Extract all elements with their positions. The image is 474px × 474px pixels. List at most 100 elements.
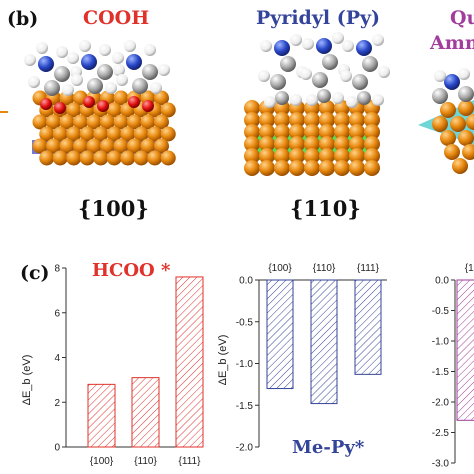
cu-atom	[289, 160, 305, 176]
cu-atom	[244, 136, 260, 152]
bar-3	[175, 276, 204, 448]
nitrogen-atom	[38, 56, 54, 72]
hydrogen-atom	[113, 64, 125, 76]
cu-atom	[127, 138, 142, 154]
chart-1: 0 2 4 6 8 ΔE_b (eV) {100} {110} {111}	[21, 264, 204, 467]
cu-atom	[452, 158, 468, 174]
cu-atom	[113, 114, 129, 130]
hydrogen-atom	[36, 42, 48, 54]
bar-1	[456, 279, 474, 421]
y-tick-label: -0.5	[236, 317, 254, 328]
cu-atom	[334, 136, 350, 152]
cu-atom	[79, 126, 95, 142]
category-label: {111}	[357, 263, 380, 274]
hydrogen-atom	[340, 70, 352, 82]
cu-atom	[450, 116, 466, 132]
y-tick-label: 0.0	[435, 276, 449, 287]
cu-atom	[73, 138, 88, 154]
cu-atom	[244, 112, 260, 128]
cu-atom	[364, 148, 380, 164]
cu-atom	[304, 112, 320, 128]
cu-atom	[127, 114, 142, 130]
cu-atom	[440, 102, 456, 118]
carbon-atom	[97, 64, 113, 80]
cu-atom	[334, 112, 350, 128]
hydrogen-atom	[124, 40, 136, 52]
cu-atom	[147, 126, 163, 142]
carbon-atom	[357, 91, 371, 105]
carbon-atom	[54, 66, 70, 82]
facet-label-100: {100}	[78, 196, 149, 221]
y-tick-label: -0.5	[432, 306, 450, 317]
nitrogen-atom	[274, 40, 290, 56]
hydrogen-atom	[332, 92, 344, 104]
y-tick-label: -1.5	[236, 401, 254, 412]
hydrogen-atom	[24, 54, 36, 66]
chart-3: 0.0 -0.5 -1.0 -1.5 -2.0 -2.5 -3.0 {10	[432, 263, 474, 470]
panel-c-label: (c)	[20, 262, 50, 284]
bar-2	[131, 377, 160, 448]
bar-1	[266, 279, 294, 390]
cu-atom	[52, 126, 68, 142]
cu-atom	[462, 144, 474, 160]
carbon-atom	[270, 74, 286, 90]
oxygen-atom	[128, 96, 140, 108]
hydrogen-atom	[28, 76, 40, 88]
cu-atom	[79, 150, 95, 166]
carbon-atom	[275, 91, 289, 105]
cu-atom	[66, 150, 82, 166]
cu-atom	[319, 160, 335, 176]
hydrogen-atom	[56, 46, 68, 58]
carbon-atom	[87, 78, 103, 94]
oxygen-atom	[142, 100, 154, 112]
cu-atom	[364, 136, 380, 152]
cu-atom	[86, 114, 102, 130]
hydrogen-atom	[67, 52, 79, 64]
cu-atom	[93, 150, 109, 166]
cu-atom	[444, 144, 460, 160]
cu-atom	[154, 90, 169, 106]
y-tick-label: 2	[54, 398, 60, 409]
carbon-atom	[44, 80, 60, 96]
cu-atom	[319, 112, 335, 128]
cu-atom	[364, 160, 380, 176]
cu-atom	[160, 126, 176, 142]
cu-atom	[274, 136, 290, 152]
cu-atom	[259, 136, 275, 152]
cu-atom	[160, 150, 176, 166]
hydrogen-atom	[116, 74, 128, 86]
cu-atom	[100, 114, 115, 130]
nitrogen-atom	[81, 54, 97, 70]
chart-2: 0.0 -0.5 -1.0 -1.5 -2.0 ΔE_b (eV) {100} {110} {1…	[217, 263, 387, 454]
cu-atom	[334, 148, 350, 164]
hydrogen-atom	[346, 96, 358, 108]
oxygen-atom	[97, 100, 109, 112]
hydrogen-atom	[112, 52, 124, 64]
y-tick-label: -2.5	[432, 428, 450, 439]
cu-atom	[46, 114, 61, 130]
cu-atom	[32, 138, 48, 154]
carbon-atom	[432, 88, 448, 104]
cu-atom	[39, 126, 55, 142]
cu-atom	[86, 138, 102, 154]
carbon-atom	[322, 54, 338, 70]
cu-atom	[466, 114, 474, 130]
hydrogen-atom	[300, 68, 312, 80]
cu-atom	[334, 160, 350, 176]
cu-atom	[113, 90, 129, 106]
cu-atom	[259, 148, 275, 164]
cu-atom	[349, 148, 365, 164]
category-label: {100}	[268, 263, 292, 274]
cu-atom	[289, 136, 305, 152]
y-tick-label: -1.5	[432, 367, 450, 378]
hydrogen-atom	[144, 44, 156, 56]
cu-atom	[319, 136, 335, 152]
nitrogen-atom	[126, 54, 142, 70]
cooh-title: COOH	[83, 7, 150, 29]
oxygen-atom	[54, 102, 66, 114]
cu-atom	[349, 112, 365, 128]
y-tick-label: -2.0	[236, 443, 254, 454]
category-label: {10	[465, 263, 474, 274]
y-tick-label: -2.0	[432, 398, 450, 409]
cu-atom	[93, 126, 109, 142]
